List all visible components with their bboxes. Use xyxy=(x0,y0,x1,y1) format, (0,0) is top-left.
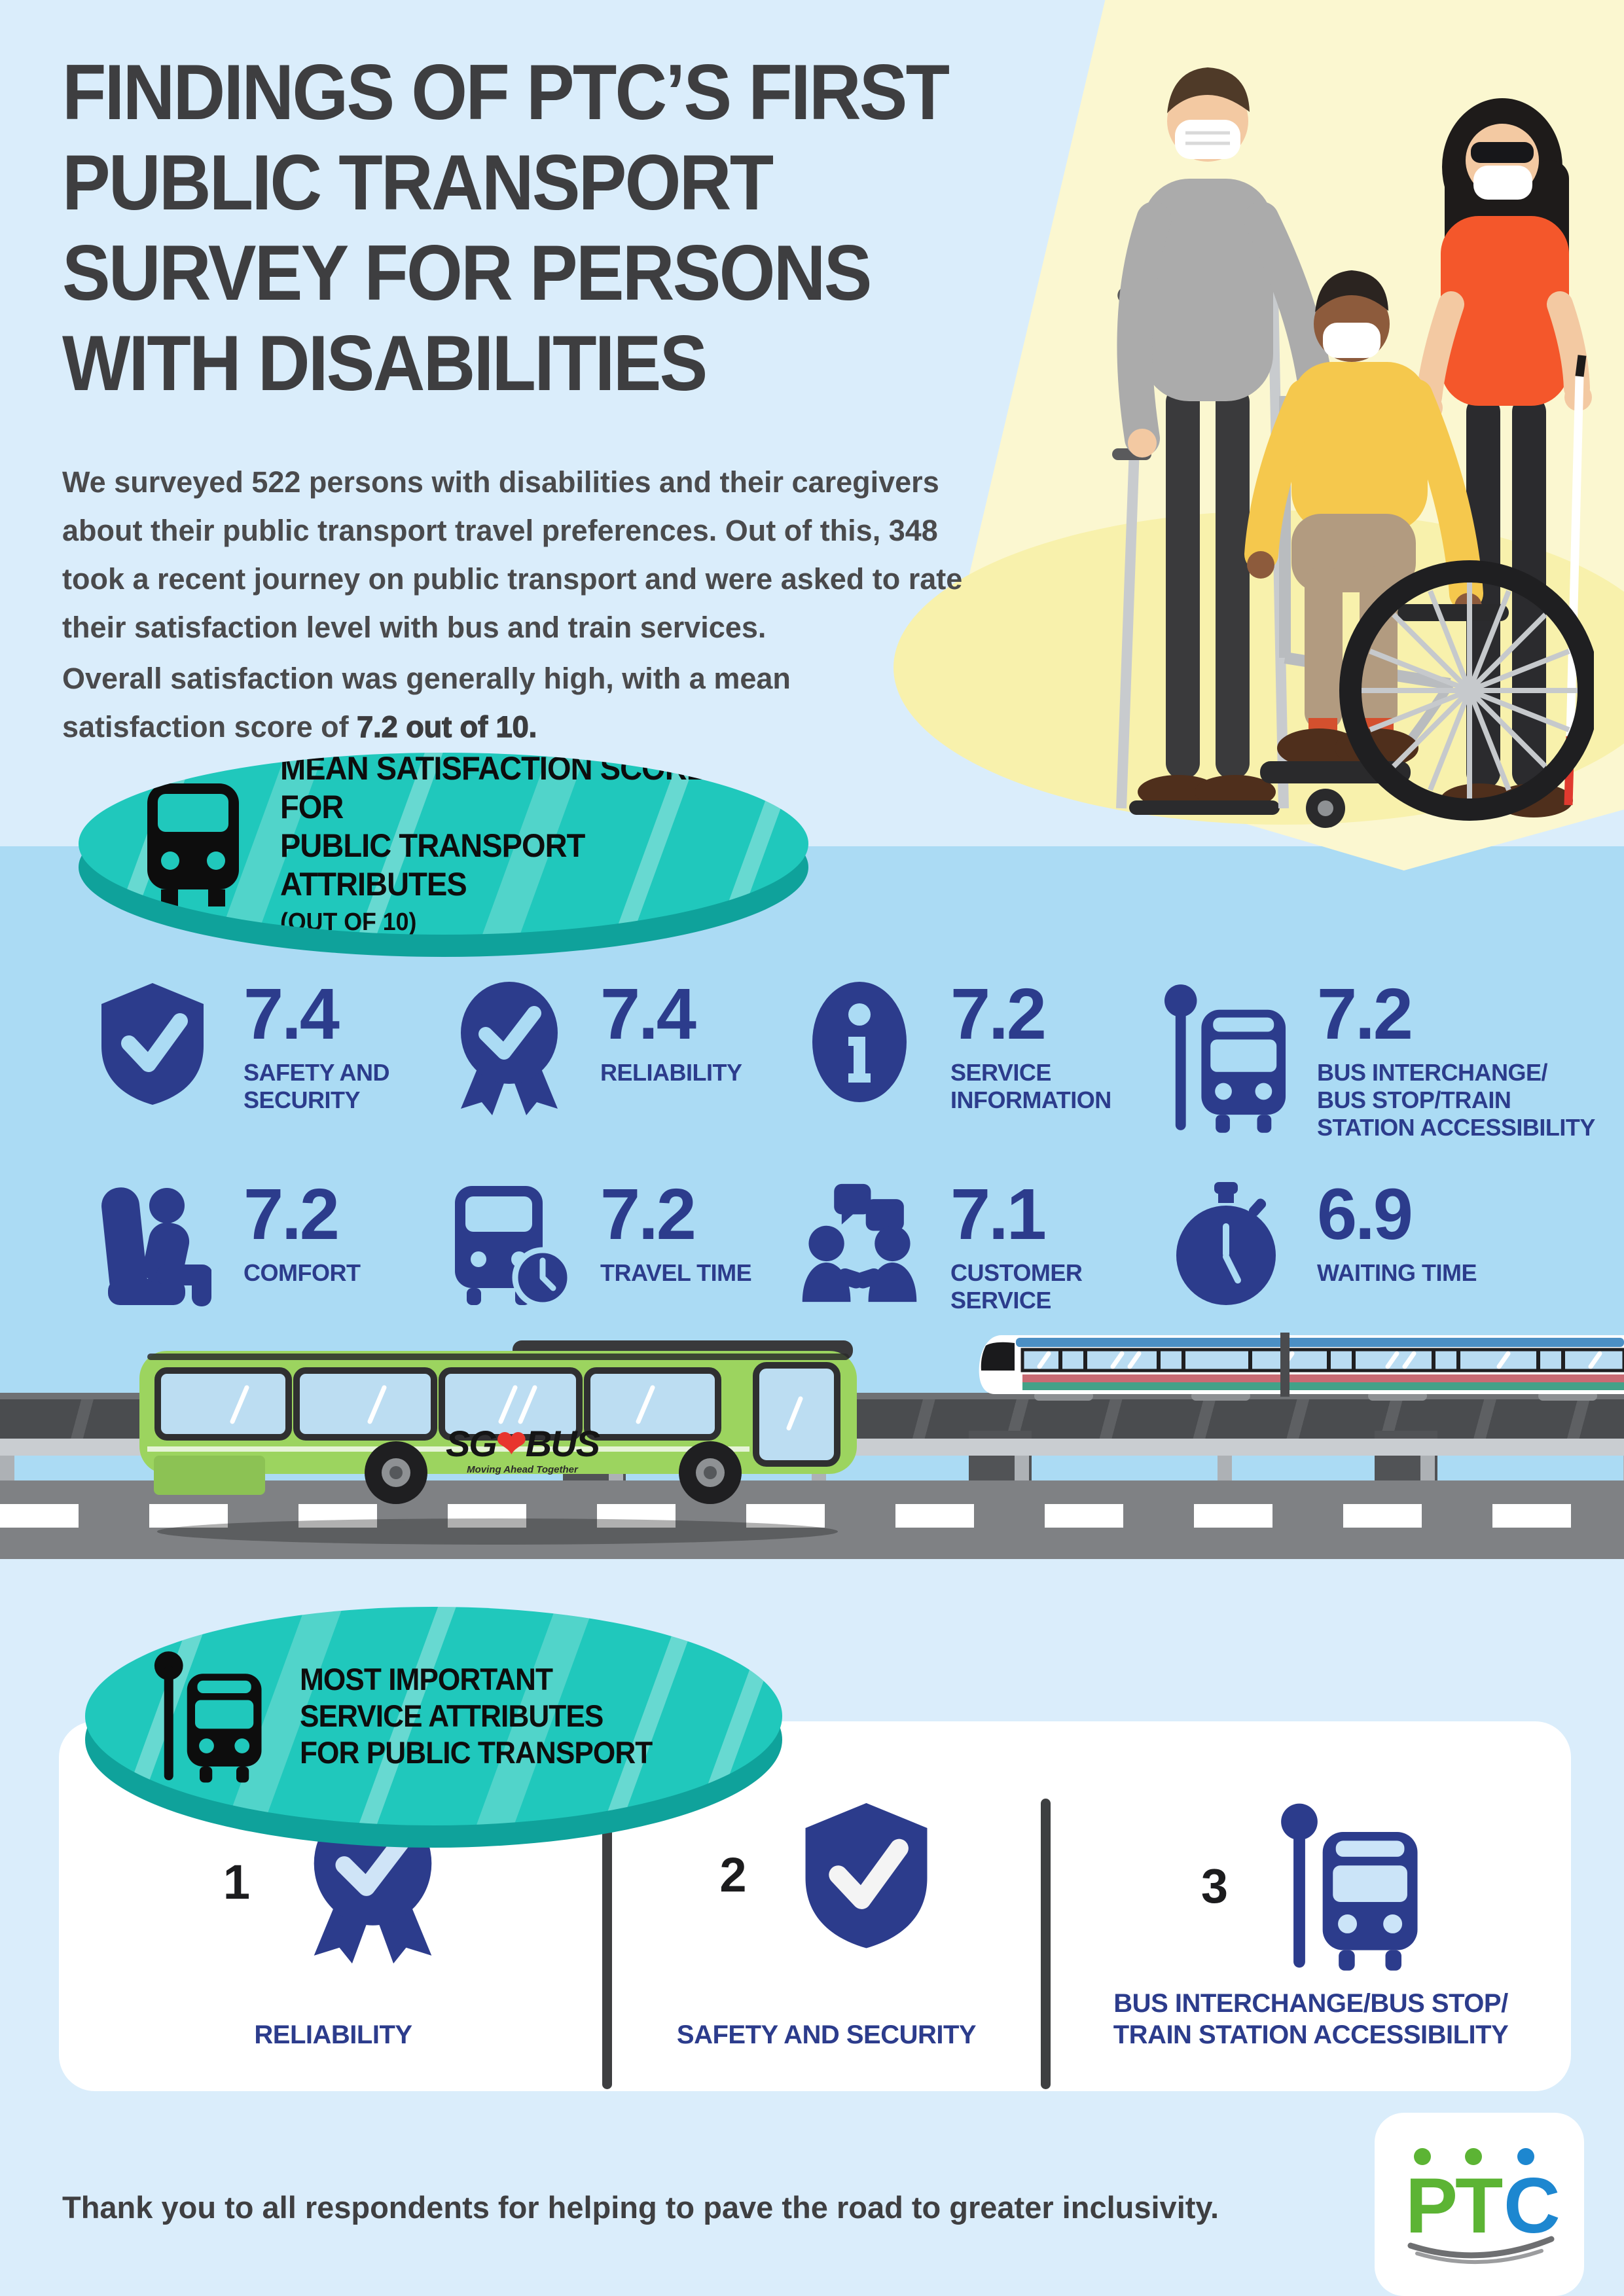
score-label: TRAVEL TIME xyxy=(600,1259,752,1286)
rank-label: SAFETY AND SECURITY xyxy=(676,2020,977,2049)
score-value: 7.4 xyxy=(244,974,340,1054)
road-lane-markings xyxy=(0,1504,1624,1528)
score-accessibility: 7.2 BUS INTERCHANGE/ BUS STOP/TRAIN STAT… xyxy=(1164,974,1615,1141)
ptc-logo: P T C xyxy=(1405,2148,1561,2265)
card-divider xyxy=(602,1799,612,2089)
score-label: CUSTOMER SERVICE xyxy=(950,1259,1083,1314)
train-illustration xyxy=(979,1333,1624,1401)
score-comfort: 7.2 COMFORT xyxy=(90,1174,447,1314)
page-title: FINDINGS OF PTC’S FIRST PUBLIC TRANSPORT… xyxy=(62,48,950,407)
score-label: RELIABILITY xyxy=(600,1059,742,1086)
badge-face: MEAN SATISFACTION SCORE FOR PUBLIC TRANS… xyxy=(79,753,808,935)
score-label: SERVICE INFORMATION xyxy=(950,1059,1111,1113)
seat-icon xyxy=(101,1187,211,1306)
score-service-information: 7.2 SERVICE INFORMATION xyxy=(797,974,1164,1141)
ptc-swoosh xyxy=(1407,2236,1555,2259)
chat-people-icon xyxy=(802,1183,917,1302)
score-value: 7.2 xyxy=(950,974,1047,1054)
ptc-swoosh-2 xyxy=(1415,2249,1543,2265)
score-value: 7.4 xyxy=(600,974,696,1054)
rank-number: 2 xyxy=(719,1848,747,1902)
score-label: SAFETY AND SECURITY xyxy=(244,1059,390,1113)
badge-note: (OUT OF 10) xyxy=(280,908,417,935)
bus-illustration xyxy=(139,1340,857,1504)
bus-stop-icon xyxy=(1281,1803,1418,1971)
score-travel-time: 7.2 TRAVEL TIME xyxy=(447,1174,797,1314)
bus-stop-icon xyxy=(1164,984,1286,1133)
badge-line-1: MOST IMPORTANT xyxy=(300,1662,553,1696)
bus-icon xyxy=(147,783,239,906)
score-waiting-time: 6.9 WAITING TIME xyxy=(1164,1174,1615,1314)
sgbus-logo-sg: SG xyxy=(445,1423,497,1464)
info-icon xyxy=(812,982,907,1102)
score-value: 7.1 xyxy=(950,1174,1047,1255)
satisfaction-scores-grid: 7.4 SAFETY AND SECURITY 7.4 RELIABILITY … xyxy=(90,974,1615,1314)
bus-clock-icon xyxy=(455,1186,571,1308)
score-label: BUS INTERCHANGE/ BUS STOP/TRAIN STATION … xyxy=(1317,1059,1595,1141)
rank-label: BUS INTERCHANGE/BUS STOP/ TRAIN STATION … xyxy=(1113,1989,1509,2049)
rank-label: RELIABILITY xyxy=(254,2020,412,2049)
badge-line-1: MEAN SATISFACTION SCORE FOR xyxy=(280,753,707,825)
heart-icon: ❤ xyxy=(496,1423,527,1464)
score-reliability: 7.4 RELIABILITY xyxy=(447,974,797,1141)
badge-line-2: SERVICE ATTRIBUTES xyxy=(300,1698,604,1733)
badge-face: MOST IMPORTANT SERVICE ATTRIBUTES FOR PU… xyxy=(85,1607,782,1825)
score-label: WAITING TIME xyxy=(1317,1259,1477,1286)
ptc-letter-t: T xyxy=(1455,2162,1503,2250)
people-with-disabilities-illustration xyxy=(1112,67,1594,828)
sgbus-logo: SG❤BUS Moving Ahead Together xyxy=(424,1426,621,1475)
sgbus-tagline: Moving Ahead Together xyxy=(467,1464,578,1475)
importance-badge: MOST IMPORTANT SERVICE ATTRIBUTES FOR PU… xyxy=(85,1607,782,1848)
badge-line-3: FOR PUBLIC TRANSPORT xyxy=(300,1735,653,1770)
intro-paragraph-2-lead: Overall satisfaction was generally high,… xyxy=(62,662,791,744)
bus-stop-icon xyxy=(154,1651,262,1783)
rank-number: 3 xyxy=(1200,1859,1229,1913)
rank-number: 1 xyxy=(223,1854,251,1909)
score-value: 6.9 xyxy=(1317,1174,1413,1255)
intro-paragraph-1: We surveyed 522 persons with disabilitie… xyxy=(62,465,963,644)
thank-you-text: Thank you to all respondents for helping… xyxy=(62,2190,1219,2225)
shield-check-icon xyxy=(101,983,204,1105)
top-attribute-3: 3 BUS INTERCHANGE/BUS STOP/ TRAIN STATIO… xyxy=(1051,1721,1571,2091)
medal-check-icon xyxy=(461,982,558,1115)
man-in-wheelchair xyxy=(1244,270,1594,828)
score-safety-security: 7.4 SAFETY AND SECURITY xyxy=(90,974,447,1141)
badge-line-2: PUBLIC TRANSPORT ATTRIBUTES xyxy=(280,827,585,903)
score-label: COMFORT xyxy=(244,1259,361,1286)
ptc-letter-c: C xyxy=(1504,2162,1561,2250)
bus-shadow xyxy=(157,1518,838,1545)
score-value: 7.2 xyxy=(1317,974,1413,1054)
score-customer-service: 7.1 CUSTOMER SERVICE xyxy=(797,1174,1164,1314)
shield-check-icon xyxy=(805,1803,928,1948)
score-value: 7.2 xyxy=(600,1174,696,1255)
top-attribute-2: 2 SAFETY AND SECURITY xyxy=(612,1721,1041,2091)
mean-score-emphasis: 7.2 out of 10. xyxy=(356,709,537,744)
ptc-letter-p: P xyxy=(1405,2162,1458,2250)
intro-paragraph-2: Overall satisfaction was generally high,… xyxy=(62,655,848,751)
sgbus-logo-bus: BUS xyxy=(525,1423,600,1464)
card-divider xyxy=(1041,1799,1051,2089)
score-value: 7.2 xyxy=(244,1174,340,1255)
stopwatch-icon xyxy=(1176,1182,1276,1305)
satisfaction-badge: MEAN SATISFACTION SCORE FOR PUBLIC TRANS… xyxy=(79,753,808,957)
ptc-logo-card: P T C xyxy=(1375,2113,1584,2296)
